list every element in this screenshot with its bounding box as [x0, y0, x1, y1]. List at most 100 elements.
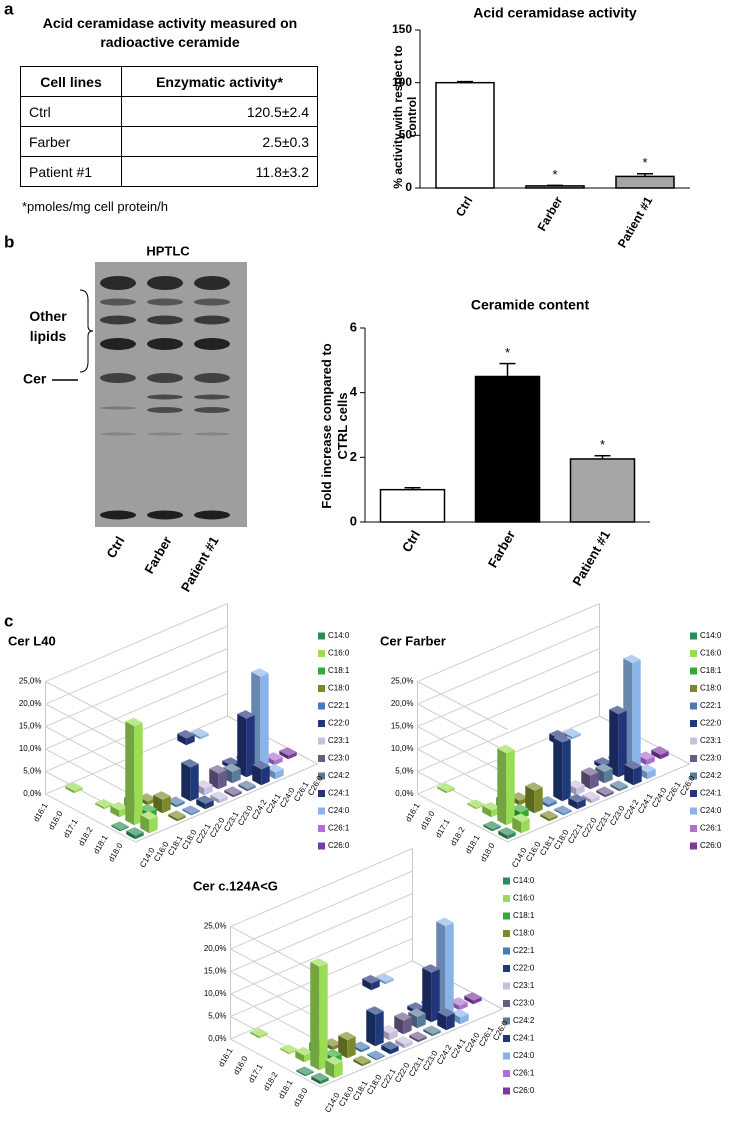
bar-highlight — [177, 730, 195, 739]
bar-shade — [651, 749, 661, 760]
bar-side — [224, 790, 234, 798]
bar-highlight — [295, 1047, 313, 1056]
bar — [435, 81, 495, 189]
bar-shade — [311, 1076, 321, 1085]
band — [147, 394, 183, 400]
bar-shade — [422, 967, 432, 1023]
legend-swatch — [318, 825, 325, 832]
bar-top — [594, 757, 612, 766]
header-cell: Cell lines — [20, 66, 122, 97]
bar-front — [205, 800, 214, 810]
bar-side — [280, 1048, 290, 1055]
bar-shade — [395, 1039, 405, 1049]
bar — [437, 783, 455, 794]
bar-side — [482, 805, 492, 818]
y-tick-label: 6 — [350, 319, 357, 334]
bar-side — [525, 785, 535, 814]
cell: 2.5±0.3 — [121, 126, 318, 157]
bar-top — [395, 1036, 413, 1045]
bar-side — [582, 794, 592, 804]
bar-side — [126, 830, 136, 840]
bar-highlight — [311, 1072, 329, 1082]
bar — [498, 827, 516, 840]
bar-front — [418, 1036, 427, 1043]
bar-side — [279, 750, 289, 760]
bar-highlight — [252, 761, 270, 770]
hptlc-plate — [95, 262, 247, 527]
cell: Ctrl — [20, 96, 122, 127]
bar-front — [507, 832, 516, 840]
bar-top — [581, 767, 599, 776]
bar-front — [633, 765, 642, 786]
y-tick-label: 10,0% — [19, 744, 42, 753]
legend-label: C24:1 — [513, 1034, 535, 1043]
bar — [265, 752, 283, 766]
y-tick-label: 10,0% — [204, 989, 227, 998]
grid-line — [416, 603, 600, 730]
bar-shade — [568, 797, 578, 810]
table-header: Cell lines Enzymatic activity* — [20, 66, 318, 97]
bar-front — [476, 804, 485, 810]
legend-swatch — [318, 702, 325, 710]
bar-front — [191, 810, 200, 816]
bar-highlight — [483, 821, 501, 830]
bar-front — [74, 787, 83, 794]
bar-highlight — [497, 744, 515, 754]
bar — [279, 747, 297, 760]
x-tick-label: d18:1 — [92, 833, 110, 855]
bar-front — [431, 969, 440, 1023]
bar-top — [464, 992, 482, 1001]
band — [147, 276, 183, 290]
bar-side — [409, 1035, 419, 1043]
bar-top — [367, 1050, 385, 1059]
grid-line — [416, 670, 600, 798]
bar-front — [305, 1071, 314, 1077]
grid-line — [44, 625, 228, 753]
bar-highlight — [609, 705, 627, 715]
bar — [250, 1028, 268, 1039]
bar-top — [467, 799, 485, 808]
bar-shade — [238, 784, 248, 792]
bar-side — [168, 814, 178, 822]
legend-label: C26:1 — [328, 824, 350, 833]
bar-highlight — [250, 1028, 268, 1037]
bar-side — [367, 1054, 377, 1061]
legend-swatch — [503, 982, 510, 990]
bar — [581, 767, 599, 790]
bar-side — [381, 1044, 391, 1055]
bar-shade — [525, 785, 535, 814]
y-tick-label: 50 — [399, 128, 413, 142]
y-tick-label: 5,0% — [395, 767, 413, 776]
bar-highlight — [423, 1025, 441, 1034]
legend-label: C22:1 — [328, 701, 350, 710]
cer-label: Cer — [23, 371, 47, 387]
bar — [497, 744, 515, 826]
legend-swatch — [318, 685, 325, 692]
legend-label: C23:1 — [700, 736, 722, 745]
x-tick-label: d16:0 — [232, 1054, 250, 1076]
cell: Patient #1 — [20, 156, 122, 187]
legend-label: C24:2 — [700, 771, 722, 780]
legend-label: C18:0 — [328, 684, 350, 693]
legend-label: C23:1 — [513, 981, 535, 990]
cell: Farber — [20, 126, 122, 157]
bar — [191, 728, 209, 740]
bar-highlight — [251, 668, 269, 677]
y-tick-label: 0,0% — [395, 789, 413, 798]
legend-label: C24:2 — [328, 771, 350, 780]
legend-swatch — [503, 912, 510, 920]
band — [147, 298, 183, 306]
bar-shade — [110, 805, 120, 818]
bar-side — [512, 817, 522, 834]
bar-top — [651, 746, 669, 755]
bar-top — [209, 765, 227, 774]
bar-shade — [95, 802, 105, 810]
chart-title: Cer c.124A<G — [193, 878, 278, 893]
bar-shade — [376, 977, 386, 985]
bar — [395, 1036, 413, 1049]
bar-side — [610, 784, 620, 792]
grid-line — [229, 915, 413, 1043]
table-row: Patient #1 11.8±3.2 — [20, 156, 318, 187]
